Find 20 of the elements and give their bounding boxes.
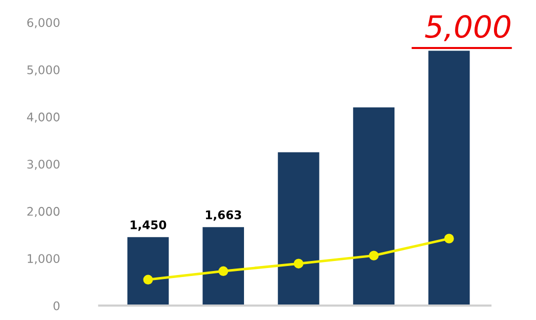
data-label: 1,450: [130, 220, 166, 231]
y-tick-label: 2,000: [27, 206, 60, 218]
bar: [353, 107, 394, 306]
bar: [428, 50, 470, 306]
y-tick-label: 5,000: [27, 65, 60, 76]
bar: [278, 152, 320, 306]
point: [218, 266, 228, 276]
y-tick-label: 6,000: [27, 18, 60, 28]
point: [444, 234, 454, 244]
point: [368, 250, 379, 260]
bar: [202, 227, 244, 306]
y-tick-label: 1,000: [28, 254, 60, 264]
y-tick-label: 3,000: [27, 160, 60, 170]
y-tick-label: 0: [54, 301, 60, 310]
point: [294, 258, 304, 268]
point: [143, 274, 153, 284]
data-label: 1,663: [206, 210, 242, 221]
y-tick-label: 4,000: [27, 112, 60, 123]
annotation: 5,000: [425, 14, 510, 42]
bar: [127, 237, 169, 306]
